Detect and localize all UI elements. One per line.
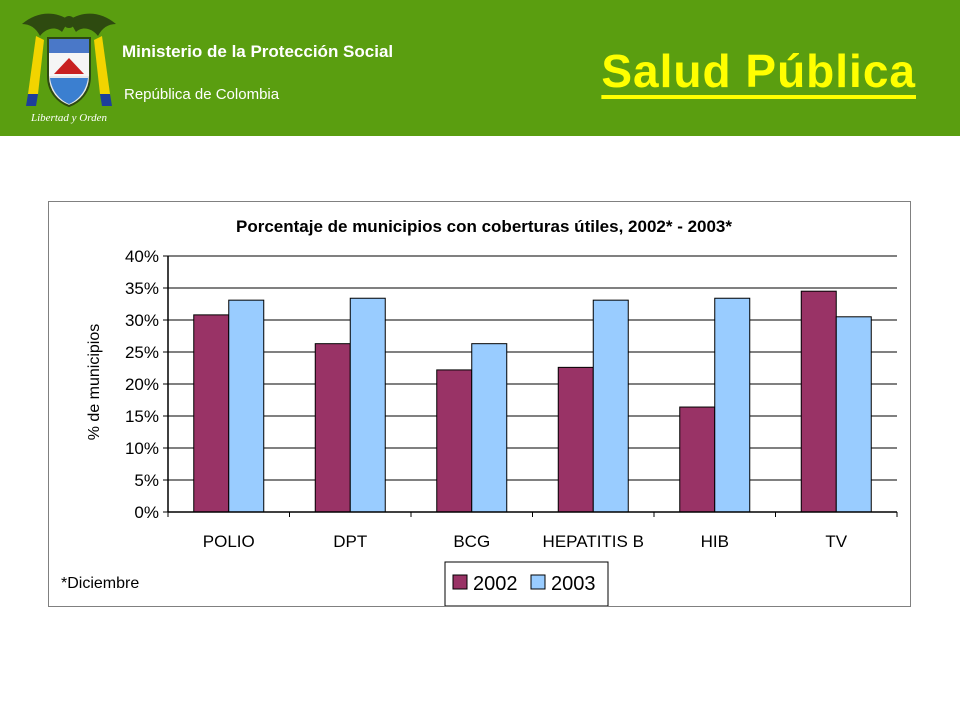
x-category-label: HEPATITIS B xyxy=(543,532,644,551)
bar-2002-bcg xyxy=(436,369,473,513)
bar-2002-dpt xyxy=(314,343,351,513)
legend-label: 2003 xyxy=(551,573,596,595)
chart-footnote: *Diciembre xyxy=(61,575,139,592)
chart-frame: Porcentaje de municipios con coberturas … xyxy=(48,201,911,607)
chart-legend: 2002 2003 xyxy=(444,561,609,606)
legend-swatch xyxy=(530,574,546,590)
y-tick-label: 35% xyxy=(125,279,159,298)
republic-name: República de Colombia xyxy=(124,86,280,103)
x-category-label: DPT xyxy=(333,532,367,551)
y-tick-label: 5% xyxy=(134,471,159,490)
y-tick-label: 10% xyxy=(125,439,159,458)
bar-2003-polio xyxy=(228,299,265,513)
bar-2003-bcg xyxy=(471,343,508,513)
y-tick-label: 15% xyxy=(125,407,159,426)
x-category-label: POLIO xyxy=(203,532,255,551)
x-category-label: HIB xyxy=(701,532,729,551)
ministry-name: Ministerio de la Protección Social xyxy=(122,42,394,61)
bars xyxy=(193,290,872,513)
bar-2002-polio xyxy=(193,314,230,513)
colombia-coat-of-arms-icon: Libertad y Orden xyxy=(22,13,116,124)
page-title: Salud Pública xyxy=(601,45,916,97)
y-tick-label: 25% xyxy=(125,343,159,362)
bar-2003-dpt xyxy=(349,297,386,513)
bar-2003-hepatitis-b xyxy=(592,299,629,513)
legend-box xyxy=(444,561,609,606)
legend-label: 2002 xyxy=(473,573,518,595)
y-tick-label: 20% xyxy=(125,375,159,394)
chart-title: Porcentaje de municipios con coberturas … xyxy=(236,217,732,236)
y-tick-label: 0% xyxy=(134,503,159,522)
motto-text: Libertad y Orden xyxy=(30,112,107,124)
y-tick-label: 30% xyxy=(125,311,159,330)
axes xyxy=(167,256,898,517)
x-category-label: BCG xyxy=(453,532,490,551)
bar-chart: Porcentaje de municipios con coberturas … xyxy=(61,217,898,606)
slide-header: Libertad y Orden Ministerio de la Protec… xyxy=(0,0,960,136)
y-tick-labels: 0% 5% 10% 15% 20% 25% 30% 35% 40% xyxy=(125,247,159,522)
x-category-labels: POLIO DPT BCG HEPATITIS B HIB TV xyxy=(167,512,848,551)
y-axis-label: % de municipios xyxy=(86,324,103,441)
x-category-label: TV xyxy=(825,532,847,551)
bar-2002-tv xyxy=(800,290,837,513)
bar-2002-hepatitis-b xyxy=(557,366,594,513)
bar-2003-hib xyxy=(714,297,751,513)
bar-2003-tv xyxy=(835,316,872,513)
grid-lines xyxy=(163,255,897,513)
y-tick-label: 40% xyxy=(125,247,159,266)
bar-2002-hib xyxy=(679,406,716,513)
legend-swatch xyxy=(452,574,468,590)
